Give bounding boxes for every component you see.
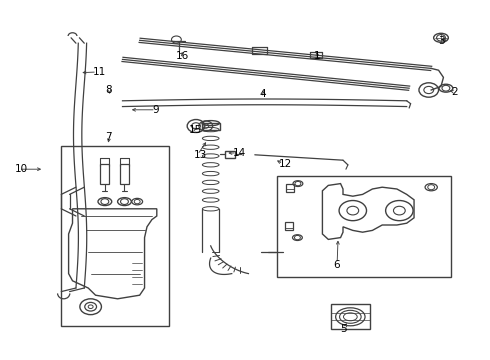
Bar xyxy=(100,164,109,184)
Text: 11: 11 xyxy=(93,67,106,77)
Bar xyxy=(286,184,294,192)
Text: 14: 14 xyxy=(233,148,246,158)
Bar xyxy=(202,123,220,130)
Text: 4: 4 xyxy=(260,89,267,99)
Text: 9: 9 xyxy=(152,105,159,115)
Bar xyxy=(277,176,451,277)
Text: 5: 5 xyxy=(341,324,347,334)
Text: 6: 6 xyxy=(333,260,340,270)
Text: 2: 2 xyxy=(451,87,458,97)
Bar xyxy=(225,151,235,158)
Text: 8: 8 xyxy=(105,85,112,95)
Bar xyxy=(331,304,370,329)
Text: 13: 13 xyxy=(194,150,207,160)
Text: 16: 16 xyxy=(175,51,189,61)
Text: 7: 7 xyxy=(105,132,112,142)
Text: 10: 10 xyxy=(15,164,28,174)
Text: 15: 15 xyxy=(189,125,202,135)
Bar xyxy=(285,222,293,230)
Bar xyxy=(120,164,129,184)
Text: 12: 12 xyxy=(279,159,293,169)
Text: 3: 3 xyxy=(439,36,445,46)
Text: 1: 1 xyxy=(314,51,320,61)
Bar xyxy=(61,146,169,326)
